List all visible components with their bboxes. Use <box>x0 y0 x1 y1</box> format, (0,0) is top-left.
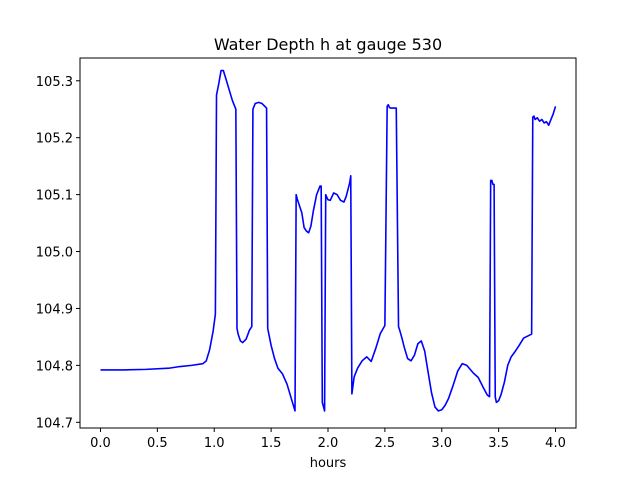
y-axis: 104.7 104.8 104.9 105.0 105.1 105.2 105.3 <box>36 75 80 431</box>
y-tick-label: 105.3 <box>36 75 73 90</box>
x-tick-label: 3.5 <box>488 436 509 451</box>
x-tick-label: 1.5 <box>261 436 282 451</box>
x-tick-label: 0.5 <box>147 436 168 451</box>
x-axis: 0.0 0.5 1.0 1.5 2.0 2.5 3.0 3.5 4.0 <box>90 428 566 451</box>
x-tick-label: 0.0 <box>90 436 111 451</box>
y-tick-label: 104.9 <box>36 302 73 317</box>
x-tick-label: 2.5 <box>375 436 396 451</box>
y-tick-label: 104.8 <box>36 359 73 374</box>
x-tick-label: 3.0 <box>431 436 452 451</box>
chart-title: Water Depth h at gauge 530 <box>214 35 442 54</box>
y-tick-label: 105.1 <box>36 189 73 204</box>
y-tick-label: 105.0 <box>36 246 73 261</box>
x-tick-label: 4.0 <box>545 436 566 451</box>
x-axis-label: hours <box>310 456 347 471</box>
plot-area <box>100 69 557 412</box>
y-tick-label: 104.7 <box>36 416 73 431</box>
y-tick-label: 105.2 <box>36 132 73 147</box>
x-tick-label: 2.0 <box>318 436 339 451</box>
series-line <box>100 69 557 412</box>
x-tick-label: 1.0 <box>204 436 225 451</box>
